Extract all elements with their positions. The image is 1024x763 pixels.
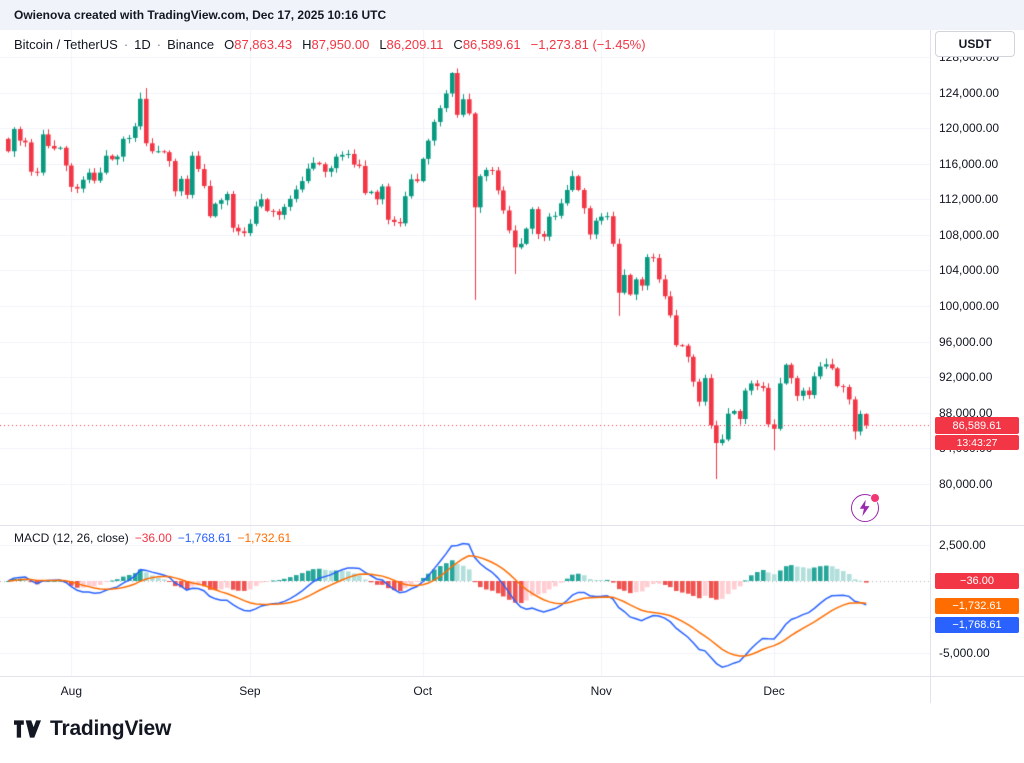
- macd-signal-badge: −1,732.61: [935, 598, 1019, 614]
- brand-text: TradingView: [50, 717, 172, 740]
- attribution-bar: Owienova created with TradingView.com, D…: [0, 0, 1024, 30]
- price-tick-label: 92,000.00: [939, 370, 993, 385]
- time-tick-label: Aug: [60, 684, 83, 698]
- macd-line-badge: −1,768.61: [935, 617, 1019, 633]
- high-value: H87,950.00: [302, 37, 370, 52]
- change-value: −1,273.81 (−1.45%): [530, 37, 646, 52]
- macd-tick-label: -5,000.00: [939, 646, 990, 660]
- macd-line-value: −1,768.61: [177, 531, 232, 545]
- low-label: L: [379, 37, 387, 52]
- open-label: O: [224, 37, 235, 52]
- flash-icon: [859, 499, 870, 517]
- price-axis[interactable]: USDT 86,589.61 13:43:27 −36.00 −1,732.61…: [930, 30, 1024, 703]
- price-tick-label: 112,000.00: [939, 192, 999, 207]
- macd-label[interactable]: MACD (12, 26, close): [14, 531, 129, 545]
- exchange-label: Binance: [167, 37, 215, 52]
- price-tick-label: 108,000.00: [939, 227, 1000, 242]
- legend-separator: ·: [156, 37, 162, 52]
- main-legend: Bitcoin / TetherUS · 1D · Binance O87,86…: [14, 37, 646, 52]
- macd-hist-value: −36.00: [134, 531, 172, 545]
- open-value: O87,863.43: [224, 37, 293, 52]
- price-tick-label: 104,000.00: [939, 263, 1000, 278]
- notification-dot: [870, 493, 880, 503]
- price-tick-label: 116,000.00: [939, 156, 999, 171]
- close-value: C86,589.61: [453, 37, 521, 52]
- last-price-badge: 86,589.61: [935, 417, 1019, 434]
- tradingview-logo-icon: [14, 720, 41, 738]
- price-tick-label: 124,000.00: [939, 85, 1000, 100]
- macd-tick-label: 2,500.00: [939, 538, 986, 552]
- legend-separator: ·: [123, 37, 129, 52]
- attribution-text: Owienova created with TradingView.com, D…: [14, 8, 387, 22]
- low-value: L86,209.11: [379, 37, 444, 52]
- footer-brand: TradingView: [14, 714, 171, 744]
- interval-label[interactable]: 1D: [134, 37, 151, 52]
- time-tick-label: Dec: [763, 684, 785, 698]
- macd-legend: MACD (12, 26, close) −36.00 −1,768.61 −1…: [14, 531, 291, 545]
- time-tick-label: Nov: [590, 684, 612, 698]
- price-pane-canvas[interactable]: [0, 30, 930, 525]
- symbol-title[interactable]: Bitcoin / TetherUS: [14, 37, 118, 52]
- time-axis[interactable]: Aug Sep Oct Nov Dec: [0, 676, 1024, 704]
- flash-button[interactable]: [851, 493, 880, 522]
- price-tick-label: 80,000.00: [939, 476, 993, 491]
- time-tick-label: Oct: [413, 684, 433, 698]
- pane-divider[interactable]: [0, 525, 1024, 526]
- close-label: C: [453, 37, 463, 52]
- countdown-badge: 13:43:27: [935, 435, 1019, 450]
- macd-pane-canvas[interactable]: [0, 525, 930, 676]
- price-tick-label: 120,000.00: [939, 121, 1000, 136]
- high-label: H: [302, 37, 312, 52]
- macd-hist-badge: −36.00: [935, 573, 1019, 589]
- macd-signal-value: −1,732.61: [237, 531, 292, 545]
- price-tick-label: 96,000.00: [939, 334, 993, 349]
- currency-button[interactable]: USDT: [935, 31, 1015, 57]
- price-tick-label: 88,000.00: [939, 405, 993, 420]
- price-tick-label: 100,000.00: [939, 299, 1000, 314]
- time-tick-label: Sep: [239, 684, 261, 698]
